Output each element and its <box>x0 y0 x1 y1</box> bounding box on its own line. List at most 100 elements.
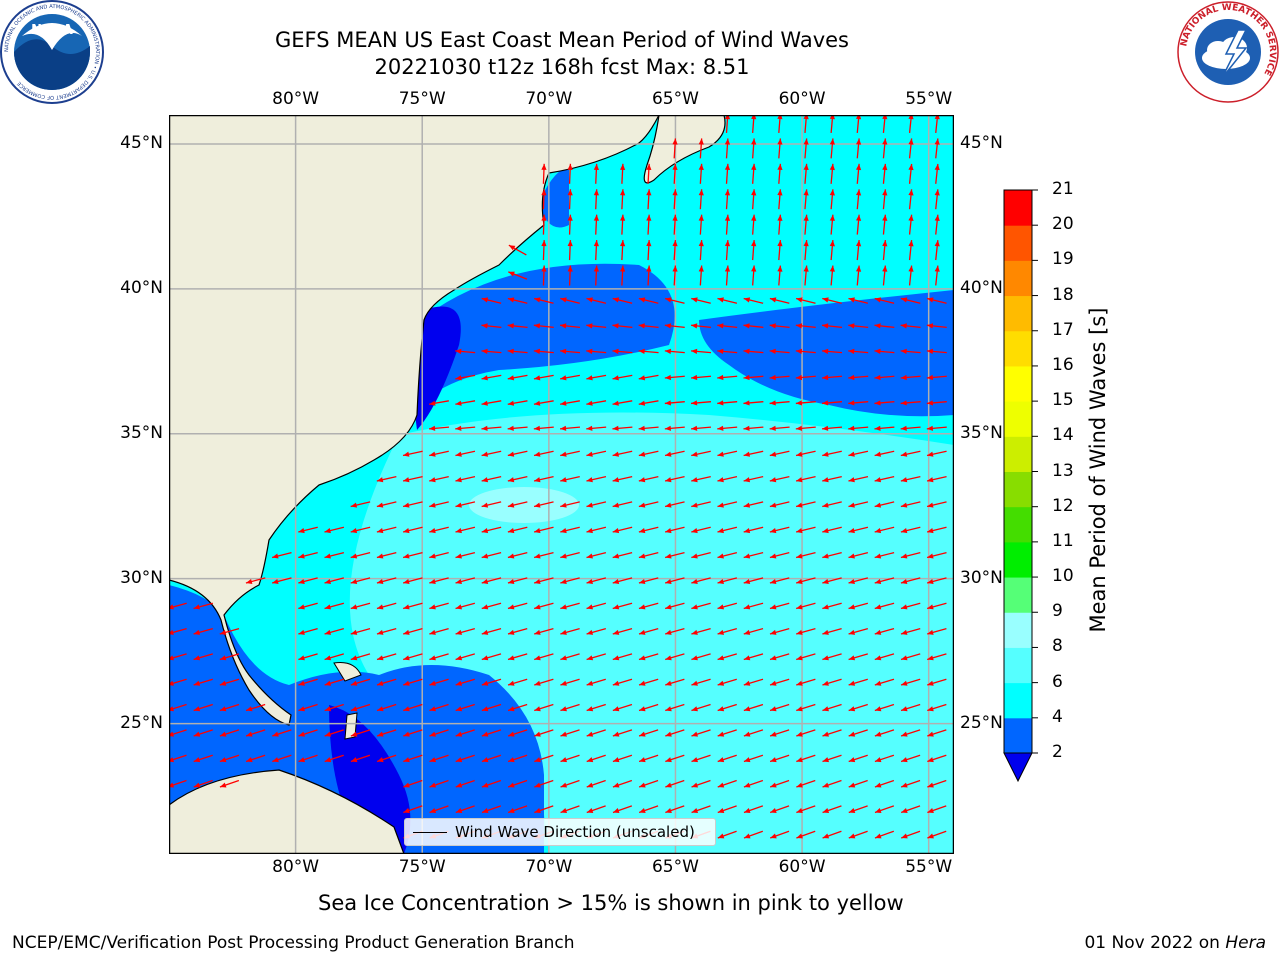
wind-wave-arrow <box>324 627 345 635</box>
axis-tick-label: 45°N <box>960 132 1003 153</box>
wind-wave-arrow <box>777 138 783 159</box>
axis-tick-label: 65°W <box>651 857 699 877</box>
wind-wave-arrow <box>541 214 547 235</box>
wind-wave-arrow <box>507 602 528 610</box>
wind-wave-arrow <box>298 526 318 534</box>
wind-wave-arrow <box>638 501 659 508</box>
wind-wave-arrow <box>481 779 502 788</box>
wind-wave-arrow <box>638 602 659 610</box>
wind-wave-arrow <box>777 265 783 286</box>
wind-wave-arrow <box>593 265 599 286</box>
wind-wave-arrow <box>612 323 633 329</box>
wind-wave-arrow <box>507 348 528 354</box>
wind-wave-arrow <box>717 501 738 508</box>
wind-wave-arrow <box>795 374 816 381</box>
wind-wave-arrow <box>586 425 607 431</box>
wind-wave-arrow <box>751 214 757 235</box>
wind-wave-arrow <box>638 653 659 661</box>
wind-wave-arrow <box>560 450 580 457</box>
wind-wave-arrow <box>638 703 659 712</box>
wind-wave-arrow <box>743 348 764 354</box>
wind-wave-arrow <box>481 627 502 635</box>
wind-wave-arrow <box>900 297 921 304</box>
colorbar-tick-label: 12 <box>1052 495 1074 516</box>
wind-wave-arrow <box>481 348 502 354</box>
wind-wave-arrow <box>848 501 869 508</box>
wind-wave-arrow <box>193 602 214 610</box>
wind-wave-arrow <box>586 653 606 661</box>
wind-wave-arrow <box>272 729 292 737</box>
wind-wave-arrow <box>560 475 580 483</box>
wind-wave-arrow <box>664 425 685 431</box>
wind-wave-arrow <box>803 240 809 261</box>
wind-wave-arrow <box>848 627 869 635</box>
wind-wave-arrow <box>350 627 371 635</box>
wind-wave-arrow <box>848 830 868 839</box>
wind-wave-arrow <box>900 323 921 329</box>
wind-wave-arrow <box>717 703 737 712</box>
wind-wave-arrow <box>620 265 626 286</box>
wind-wave-arrow <box>402 627 423 635</box>
wind-wave-arrow <box>403 779 423 788</box>
wind-wave-arrow <box>350 678 371 686</box>
wind-wave-arrow <box>219 754 240 763</box>
axis-tick-label: 60°W <box>778 857 826 877</box>
wind-wave-arrow <box>822 703 842 712</box>
wind-wave-arrow <box>324 551 345 559</box>
wind-wave-arrow <box>672 189 678 210</box>
wind-wave-arrow <box>698 265 704 286</box>
wind-wave-arrow <box>672 240 678 261</box>
wind-wave-arrow <box>376 729 397 737</box>
axis-tick-label: 55°W <box>905 857 953 877</box>
wind-wave-arrow <box>429 805 449 814</box>
wind-wave-arrow <box>927 779 947 788</box>
wind-wave-arrow <box>927 678 947 686</box>
wind-wave-arrow <box>324 526 345 534</box>
wind-wave-arrow <box>855 163 862 184</box>
wind-wave-arrow <box>481 297 502 304</box>
wind-wave-arrow <box>455 805 475 814</box>
axis-tick-label: 25°N <box>960 712 1003 733</box>
wind-wave-arrow <box>900 501 921 508</box>
wind-wave-arrow <box>926 501 947 508</box>
axis-tick-label: 55°W <box>905 89 953 109</box>
wind-wave-arrow <box>900 678 921 686</box>
wind-wave-arrow <box>350 729 371 737</box>
colorbar-tick-label: 16 <box>1052 354 1074 375</box>
wind-wave-arrow <box>769 754 790 763</box>
axis-tick-label: 35°N <box>960 422 1003 443</box>
wind-wave-arrow <box>664 475 685 483</box>
wind-wave-arrow <box>560 551 580 559</box>
wind-wave-arrow <box>769 653 790 661</box>
wind-wave-arrow <box>769 450 790 457</box>
wind-wave-arrow <box>665 754 685 763</box>
wind-wave-arrow <box>743 805 764 814</box>
wind-wave-arrow <box>926 348 947 354</box>
wind-wave-arrow <box>507 729 528 737</box>
wind-wave-arrow <box>796 805 816 814</box>
wind-wave-arrow <box>848 526 869 534</box>
axis-tick-label: 30°N <box>960 567 1003 588</box>
wind-wave-arrow <box>848 805 868 814</box>
wind-wave-arrow <box>822 678 842 686</box>
wind-wave-arrow <box>900 450 921 457</box>
wind-wave-arrow <box>593 163 599 184</box>
wind-wave-arrow <box>429 678 449 686</box>
wind-wave-arrow <box>717 526 738 534</box>
wind-wave-direction-arrows <box>169 115 947 839</box>
wind-wave-arrow <box>560 526 580 534</box>
wind-wave-arrow <box>900 754 921 763</box>
wind-wave-arrow <box>926 323 947 329</box>
wind-wave-arrow <box>743 779 764 788</box>
wind-wave-arrow <box>612 348 633 354</box>
wind-wave-arrow <box>908 265 914 286</box>
wind-wave-arrow <box>848 374 869 381</box>
wind-wave-arrow <box>534 729 554 737</box>
wind-wave-arrow <box>769 297 790 304</box>
wind-wave-arrow <box>481 678 502 686</box>
wind-wave-arrow <box>620 240 626 261</box>
wind-wave-arrow <box>855 240 862 261</box>
wind-wave-arrow <box>769 501 790 508</box>
wind-wave-arrow <box>376 501 397 508</box>
wind-wave-arrow <box>926 400 947 406</box>
